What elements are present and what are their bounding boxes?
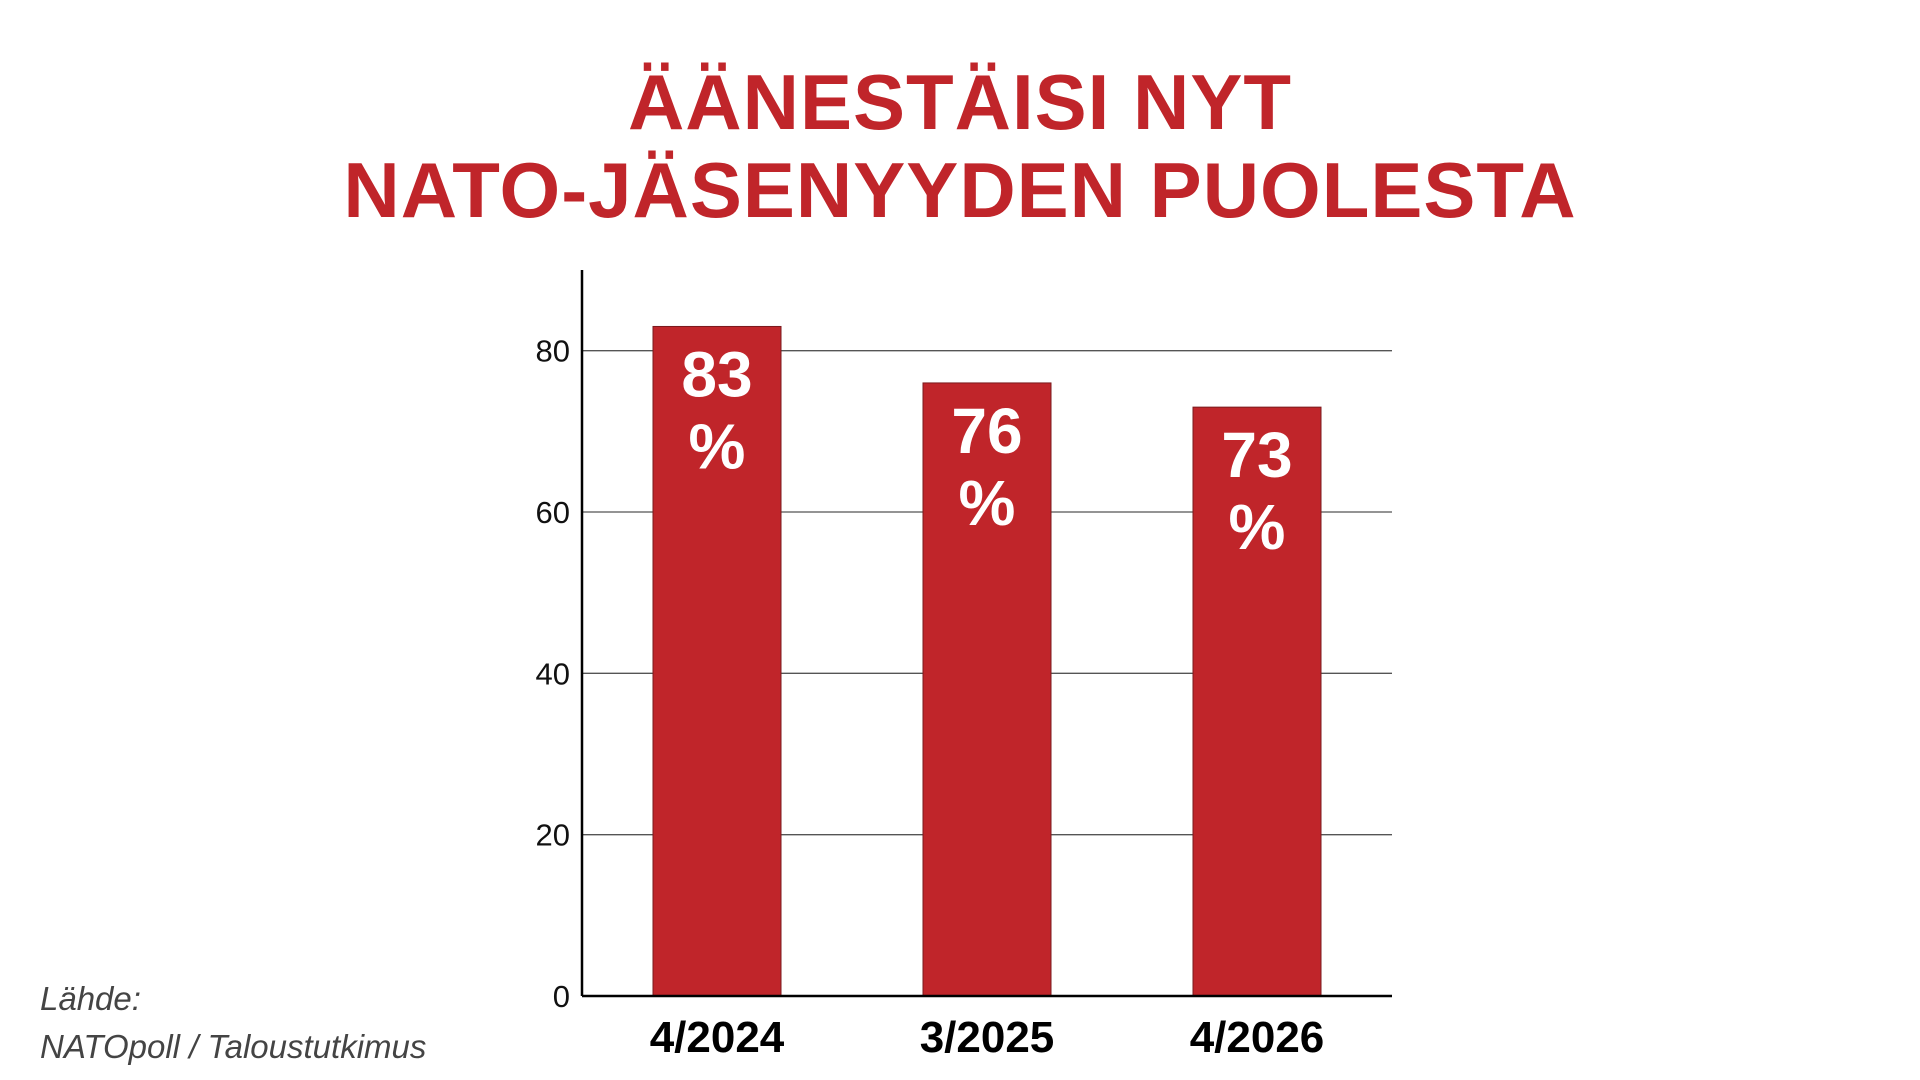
chart-title-line-1: ÄÄNESTÄISI NYT (627, 58, 1293, 146)
x-tick-labels: 4/2024 3/2025 4/2026 (650, 1013, 1325, 1062)
y-tick-label: 40 (536, 656, 570, 691)
data-label-percent: % (959, 467, 1016, 539)
y-tick-labels: 0 20 40 60 80 (536, 334, 570, 1014)
data-label-percent: % (689, 410, 746, 482)
y-tick-label: 80 (536, 334, 570, 369)
chart-title: ÄÄNESTÄISI NYT NATO-JÄSENYYDEN PUOLESTA (0, 58, 1920, 234)
source-note: Lähde: NATOpoll / Taloustutkimus (40, 975, 426, 1071)
source-text: NATOpoll / Taloustutkimus (40, 1028, 427, 1065)
data-label-value: 76 (951, 395, 1022, 467)
y-tick-label: 60 (536, 495, 570, 530)
y-tick-label: 0 (553, 979, 570, 1014)
x-tick-label: 3/2025 (920, 1013, 1055, 1062)
data-label-value: 83 (681, 338, 752, 410)
bar (652, 325, 782, 997)
bar (922, 382, 1052, 997)
chart-title-line-2: NATO-JÄSENYYDEN PUOLESTA (343, 146, 1577, 234)
data-label-percent: % (1229, 491, 1286, 563)
x-tick-label: 4/2024 (650, 1013, 785, 1062)
source-label: Lähde: (40, 980, 141, 1017)
y-tick-label: 20 (536, 818, 570, 853)
axes (580, 270, 1392, 998)
data-labels: 83% 76%73% (681, 338, 1292, 563)
data-label-value: 73 (1221, 419, 1292, 491)
x-tick-label: 4/2026 (1190, 1013, 1325, 1062)
